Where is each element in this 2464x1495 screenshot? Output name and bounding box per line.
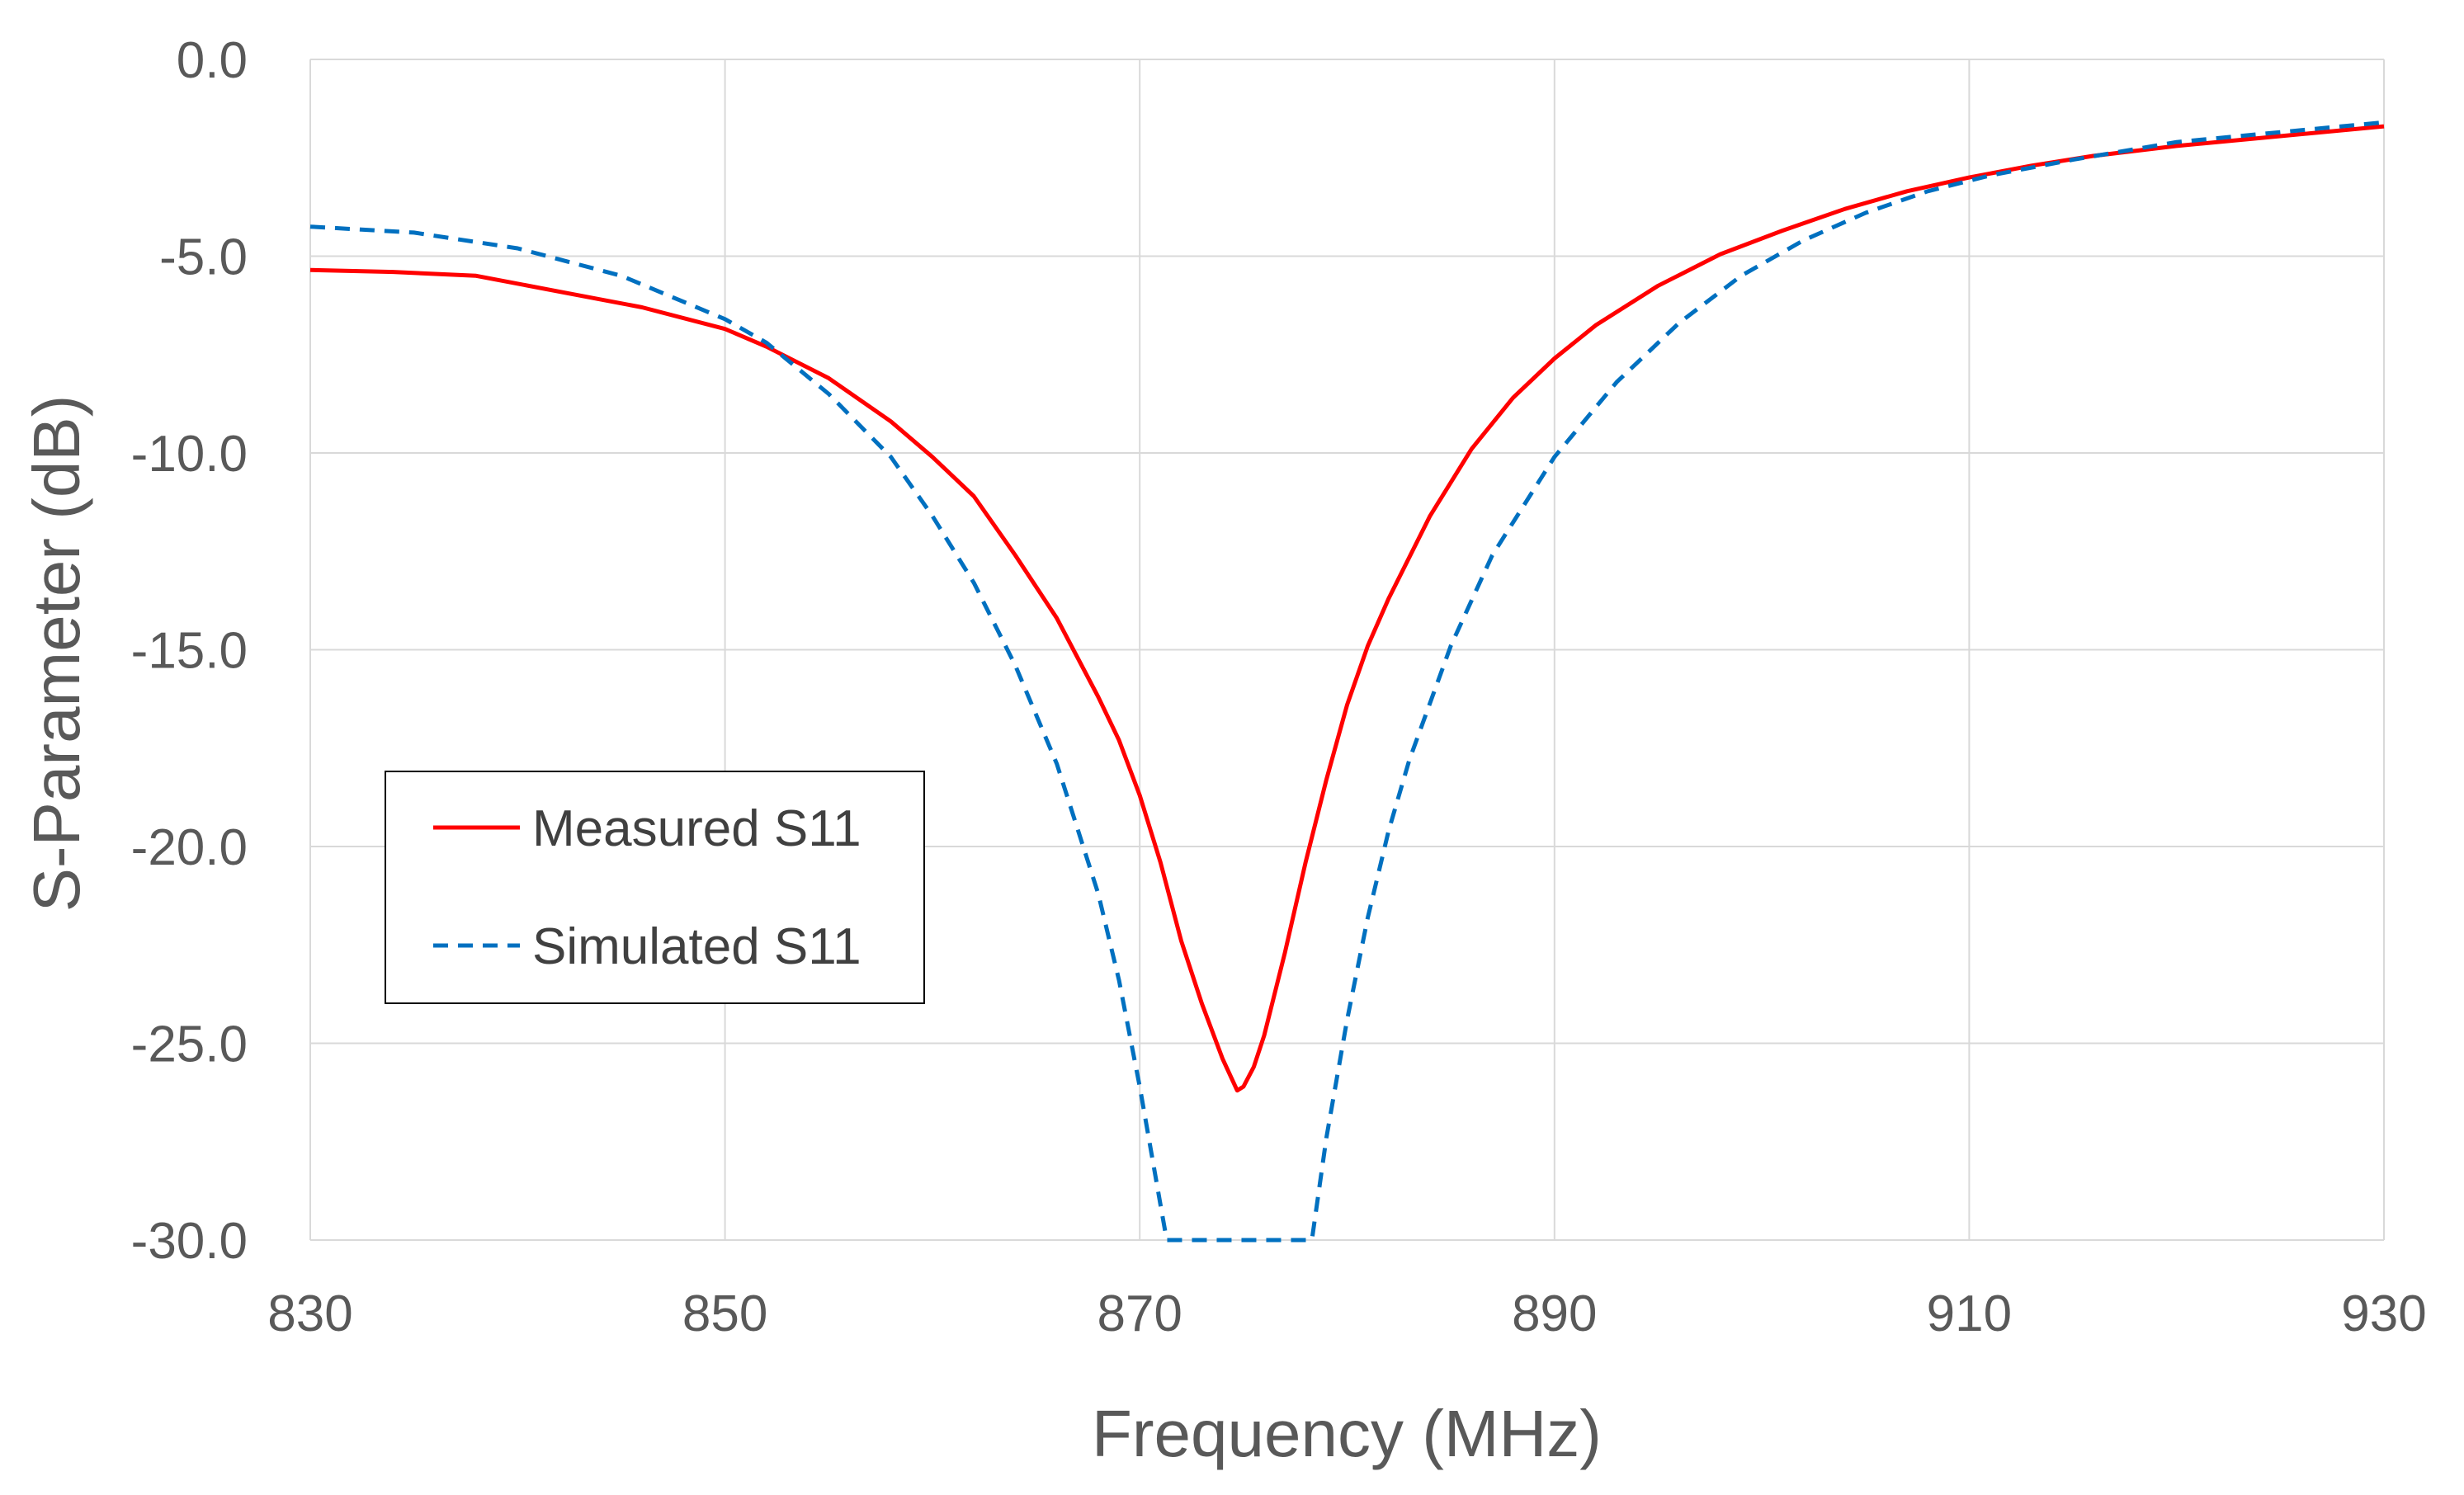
legend-label-measured: Measured S11: [532, 800, 861, 857]
y-tick-label: -10.0: [131, 426, 248, 483]
y-tick-label: -15.0: [131, 623, 248, 680]
y-tick-label: -20.0: [131, 819, 248, 876]
y-tick-labels: 0.0 -5.0 -10.0 -15.0 -20.0 -25.0 -30.0: [131, 32, 248, 1270]
x-tick-label: 850: [682, 1285, 767, 1342]
x-tick-label: 930: [2341, 1285, 2426, 1342]
y-axis-title: S-Parameter (dB): [20, 395, 93, 913]
y-tick-label: 0.0: [177, 32, 248, 89]
series-line-measured-s11: [309, 124, 2385, 1093]
legend-label-simulated: Simulated S11: [532, 918, 861, 975]
x-tick-label: 910: [1927, 1285, 2012, 1342]
y-tick-label: -5.0: [159, 229, 248, 286]
x-tick-labels: 830 850 870 890 910 930: [267, 1285, 2426, 1342]
legend-box: [385, 771, 925, 1004]
x-tick-label: 830: [267, 1285, 352, 1342]
x-tick-label: 870: [1097, 1285, 1182, 1342]
grid-lines: [309, 59, 2385, 1241]
series-lines: [309, 120, 2385, 1243]
y-tick-label: -25.0: [131, 1016, 248, 1073]
series-line-simulated-s11: [309, 120, 2385, 1243]
x-axis-title: Frequency (MHz): [1092, 1397, 1602, 1470]
y-tick-label: -30.0: [131, 1213, 248, 1270]
x-tick-label: 890: [1512, 1285, 1597, 1342]
legend: Measured S11 Simulated S11: [385, 771, 925, 1004]
